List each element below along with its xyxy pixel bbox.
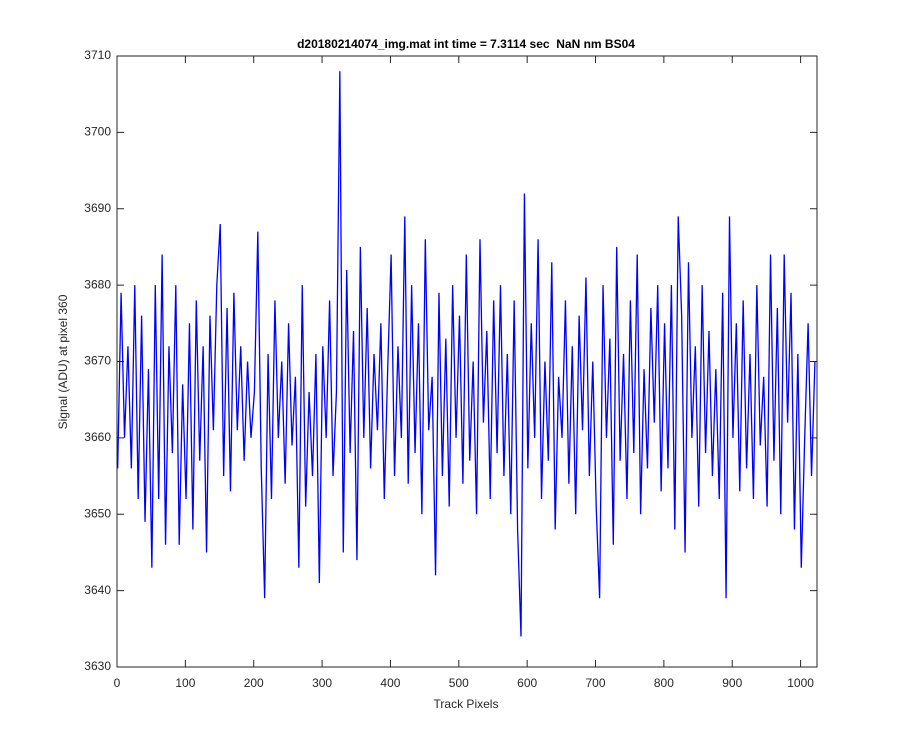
y-tick-label: 3650 <box>84 506 111 520</box>
x-tick-label: 700 <box>586 676 606 690</box>
y-axis-label: Signal (ADU) at pixel 360 <box>56 294 70 429</box>
y-tick-label: 3700 <box>84 125 111 139</box>
y-tick-label: 3670 <box>84 354 111 368</box>
x-tick-label: 800 <box>654 676 674 690</box>
y-tick-label: 3640 <box>84 583 111 597</box>
x-tick-label: 0 <box>114 676 121 690</box>
x-tick-label: 900 <box>722 676 742 690</box>
y-tick-label: 3630 <box>84 659 111 673</box>
y-tick-label: 3680 <box>84 277 111 291</box>
y-tick-label: 3710 <box>84 48 111 62</box>
x-tick-label: 400 <box>380 676 400 690</box>
data-line <box>117 71 816 637</box>
x-tick-label: 300 <box>312 676 332 690</box>
y-tick-label: 3660 <box>84 430 111 444</box>
y-tick-label: 3690 <box>84 201 111 215</box>
x-tick-label: 500 <box>449 676 469 690</box>
x-tick-label: 200 <box>244 676 264 690</box>
x-tick-label: 1000 <box>787 676 814 690</box>
x-axis-label: Track Pixels <box>434 697 499 711</box>
chart-title: d20180214074_img.mat int time = 7.3114 s… <box>297 37 635 51</box>
x-tick-label: 600 <box>517 676 537 690</box>
x-tick-label: 100 <box>175 676 195 690</box>
